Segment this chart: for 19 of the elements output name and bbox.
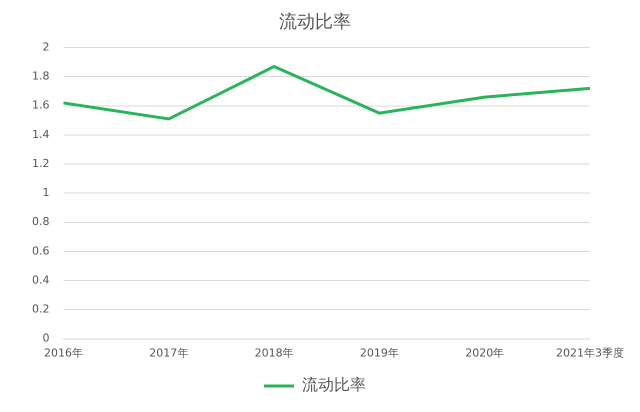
y-tick-label: 1.6 bbox=[32, 98, 50, 112]
y-tick-label: 1.4 bbox=[32, 128, 50, 141]
y-tick-label: 2 bbox=[42, 40, 50, 54]
y-tick-label: 1 bbox=[42, 186, 50, 200]
legend-label: 流动比率 bbox=[302, 375, 366, 394]
y-tick-label: 0.2 bbox=[32, 302, 50, 316]
y-tick-label: 1.8 bbox=[32, 70, 50, 83]
x-tick-label: 2021年3季度 bbox=[556, 346, 624, 360]
x-tick-label: 2016年 bbox=[44, 346, 83, 360]
y-tick-label: 0 bbox=[42, 332, 50, 345]
x-tick-label: 2019年 bbox=[360, 346, 399, 360]
x-tick-label: 2018年 bbox=[254, 346, 294, 360]
chart-title: 流动比率 bbox=[279, 11, 351, 32]
y-tick-label: 1.2 bbox=[32, 156, 50, 170]
x-tick-label: 2020年 bbox=[465, 346, 504, 360]
x-tick-label: 2017年 bbox=[149, 346, 188, 360]
y-tick-label: 0.4 bbox=[32, 273, 50, 286]
y-tick-label: 0.8 bbox=[32, 215, 50, 228]
y-tick-label: 0.6 bbox=[32, 244, 50, 258]
